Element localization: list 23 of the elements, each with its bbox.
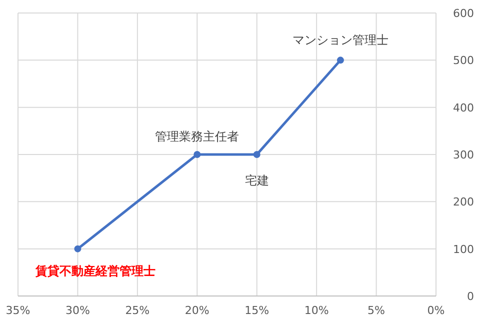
y-tick-label: 100 — [453, 242, 474, 256]
annotation: マンション管理士 — [292, 33, 388, 48]
y-tick-label: 500 — [453, 54, 474, 68]
annotation: 管理業務主任者 — [155, 130, 240, 144]
point — [336, 56, 344, 64]
y-tick-label: 600 — [453, 7, 474, 20]
x-tick-label: 0% — [427, 304, 445, 317]
y-tick-label: 400 — [453, 101, 474, 114]
x-tick-label: 35% — [6, 304, 30, 317]
annotation: 賃貸不動産経営管理士 — [34, 264, 156, 278]
point — [74, 245, 82, 252]
y-tick-label: 200 — [453, 196, 474, 209]
x-tick-label: 5% — [368, 304, 386, 317]
y-tick-label: 300 — [453, 148, 474, 162]
x-tick-label: 20% — [184, 304, 210, 317]
x-tick-label: 15% — [244, 304, 270, 317]
point — [194, 151, 201, 158]
y-tick-label: 0 — [467, 290, 474, 303]
point — [253, 151, 260, 158]
x-tick-label: 10% — [304, 304, 329, 317]
x-tick-label: 30% — [65, 304, 90, 317]
annotation: 宅建 — [244, 174, 269, 188]
x-tick-label: 25% — [125, 304, 150, 317]
